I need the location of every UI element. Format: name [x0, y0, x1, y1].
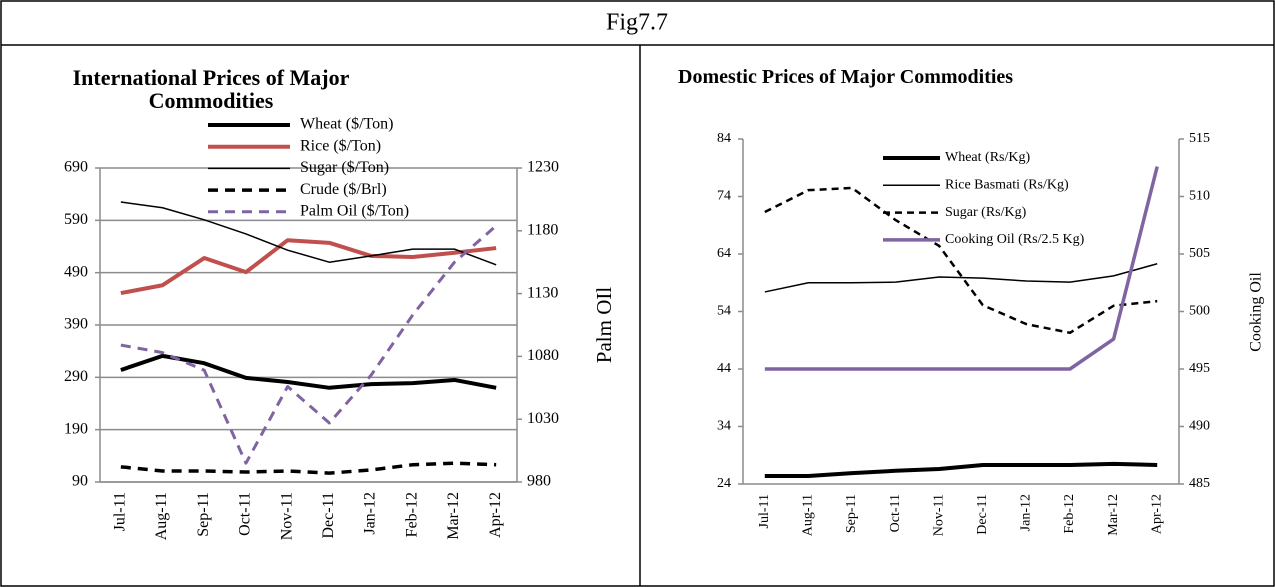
legend-label: Wheat ($/Ton)	[300, 116, 394, 133]
legend-label: Cooking Oil (Rs/2.5 Kg)	[945, 232, 1085, 247]
x-tick-label: Aug-11	[801, 494, 816, 536]
y2-tick-label: 505	[1189, 246, 1210, 261]
y-tick-label: 34	[717, 419, 731, 434]
y-tick-label: 190	[64, 420, 88, 437]
y2-tick-label: 1080	[527, 347, 559, 364]
y2-tick-label: 490	[1189, 419, 1210, 434]
y-tick-label: 590	[64, 211, 88, 228]
y2-tick-label: 1230	[527, 159, 559, 176]
chart-title: International Prices of Major Commoditie…	[72, 65, 350, 113]
x-tick-label: Jan-12	[362, 492, 379, 535]
series-line	[764, 461, 1158, 478]
x-tick-label: Dec-11	[320, 492, 337, 539]
y2-tick-label: 1180	[527, 221, 558, 238]
x-tick-label: Apr-12	[487, 492, 504, 538]
x-tick-label: Sep-11	[844, 494, 859, 533]
series-line	[764, 186, 1158, 335]
y-tick-label: 84	[717, 131, 731, 146]
y2-tick-label: 515	[1189, 131, 1210, 146]
y2-axis-label: Cooking Oil	[1248, 272, 1265, 352]
y-tick-label: 44	[717, 361, 731, 376]
x-tick-label: Mar-12	[1106, 494, 1121, 536]
series-line	[120, 353, 497, 390]
x-tick-label: Jan-12	[1019, 494, 1034, 531]
y2-tick-label: 495	[1189, 361, 1210, 376]
legend-label: Sugar (Rs/Kg)	[945, 205, 1027, 220]
y-tick-label: 64	[717, 246, 731, 261]
legend-label: Palm Oil ($/Ton)	[300, 202, 409, 219]
y2-tick-label: 500	[1189, 304, 1210, 319]
x-tick-label: Jul-11	[112, 492, 129, 531]
legend-label: Rice Basmati (Rs/Kg)	[945, 178, 1069, 193]
y-tick-label: 390	[64, 316, 88, 333]
legend-label: Wheat (Rs/Kg)	[945, 150, 1030, 165]
x-tick-label: Feb-12	[403, 492, 420, 537]
series-line	[764, 263, 1158, 293]
series-line	[120, 238, 497, 296]
y-tick-label: 24	[717, 476, 731, 491]
x-tick-label: Apr-12	[1149, 494, 1164, 534]
x-tick-label: Aug-11	[153, 492, 170, 540]
y2-tick-label: 1030	[527, 410, 559, 427]
y-tick-label: 690	[64, 159, 88, 176]
x-tick-label: Dec-11	[975, 494, 990, 535]
x-tick-label: Mar-12	[445, 492, 462, 540]
x-tick-label: Jul-11	[757, 494, 772, 528]
x-tick-label: Nov-11	[931, 494, 946, 536]
series-line	[764, 166, 1159, 371]
y-tick-label: 54	[717, 304, 731, 319]
y-tick-label: 90	[72, 473, 88, 490]
x-tick-label: Oct-11	[888, 494, 903, 532]
figure-title: Fig7.7	[606, 10, 668, 36]
legend-label: Rice ($/Ton)	[300, 137, 381, 154]
y-tick-label: 490	[64, 263, 88, 280]
x-tick-label: Feb-12	[1062, 494, 1077, 534]
series-line	[120, 461, 497, 475]
y2-tick-label: 1130	[527, 284, 558, 301]
legend-label: Sugar ($/Ton)	[300, 159, 389, 176]
series-line	[120, 201, 497, 266]
x-tick-label: Oct-11	[237, 492, 254, 536]
y2-tick-label: 980	[527, 473, 551, 490]
chart-title: Domestic Prices of Major Commodities	[678, 66, 1014, 88]
x-tick-label: Nov-11	[278, 492, 295, 540]
y2-tick-label: 485	[1189, 476, 1210, 491]
y2-axis-label: Palm OIl	[592, 287, 616, 364]
y-tick-label: 290	[64, 368, 88, 385]
legend-label: Crude ($/Brl)	[300, 181, 387, 198]
series-line	[120, 224, 498, 465]
y-tick-label: 74	[717, 189, 731, 204]
x-tick-label: Sep-11	[195, 492, 212, 537]
y2-tick-label: 510	[1189, 189, 1210, 204]
